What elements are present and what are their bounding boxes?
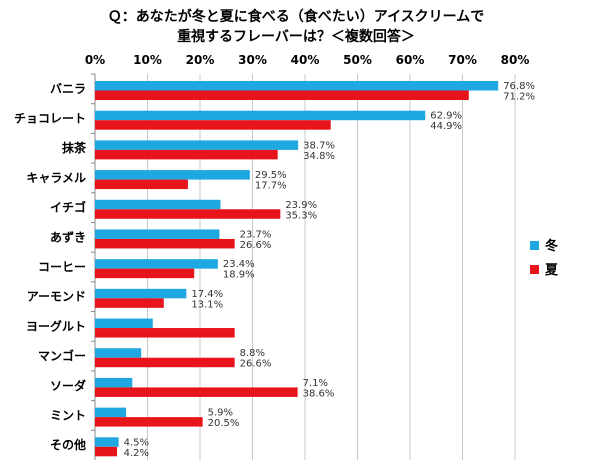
bar-winter (95, 259, 218, 269)
bar-winter (95, 288, 187, 299)
category-label: その他 (50, 437, 86, 452)
bar-summer (95, 179, 188, 190)
category-label: バニラ (50, 82, 86, 96)
data-label-winter: 5.9% (208, 408, 233, 419)
bar-winter (95, 229, 220, 239)
category-label: ミント (50, 408, 86, 422)
bar-winter (95, 199, 221, 210)
x-tick-label: 10% (133, 53, 162, 67)
data-label-winter: 23.9% (285, 200, 317, 211)
data-label-winter: 29.5% (255, 170, 287, 181)
category-label: ソーダ (50, 378, 86, 393)
data-label-summer: 4.2% (124, 448, 149, 459)
bar-summer (95, 238, 235, 249)
data-label-winter: 8.8% (240, 348, 265, 359)
x-tick-label: 40% (291, 53, 320, 67)
bar-winter (95, 81, 499, 91)
category-label: イチゴ (50, 200, 86, 215)
category-label: キャラメル (26, 171, 86, 185)
category-label: あずき (50, 229, 86, 244)
bar-winter (95, 170, 250, 180)
bar-winter (95, 377, 133, 388)
category-label: チョコレート (14, 112, 86, 126)
bar-winter (95, 348, 142, 358)
data-label-winter: 4.5% (124, 437, 149, 448)
data-label-winter: 76.8% (503, 81, 535, 92)
bar-summer (95, 149, 278, 160)
data-label-summer: 71.2% (503, 92, 535, 103)
data-label-winter: 7.1% (303, 378, 328, 389)
data-label-summer: 38.6% (303, 388, 335, 399)
legend-swatch (530, 241, 539, 250)
category-label: 抹茶 (62, 140, 87, 155)
data-label-summer: 20.5% (208, 418, 240, 429)
x-tick-label: 0% (85, 53, 105, 67)
bar-summer (95, 298, 164, 308)
legend-label: 夏 (544, 263, 559, 278)
x-tick-label: 30% (238, 53, 267, 67)
data-label-summer: 26.6% (240, 359, 272, 370)
category-label: アーモンド (27, 290, 86, 304)
x-tick-label: 20% (186, 53, 215, 67)
x-tick-label: 70% (448, 53, 477, 67)
bar-summer (95, 120, 331, 130)
data-label-summer: 35.3% (285, 210, 317, 221)
bar-summer (95, 328, 235, 338)
bar-winter (95, 437, 119, 447)
bar-winter (95, 110, 426, 121)
bar-summer (95, 90, 469, 100)
bar-winter (95, 140, 299, 150)
chart-subtitle: 重視するフレーバーは？＜複数回答＞ (177, 29, 415, 45)
bar-summer (95, 268, 195, 279)
data-label-winter: 17.4% (191, 289, 223, 300)
bar-winter (95, 407, 126, 418)
data-label-winter: 23.4% (223, 259, 255, 270)
x-tick-label: 60% (396, 53, 425, 67)
category-label: コーヒー (38, 260, 86, 274)
data-label-winter: 62.9% (430, 111, 462, 122)
bar-summer (95, 357, 235, 368)
bar-winter (95, 318, 153, 329)
data-label-winter: 23.7% (240, 229, 272, 240)
data-label-summer: 18.9% (223, 270, 255, 281)
category-label: ヨーグルト (26, 318, 86, 333)
bar-summer (95, 387, 298, 397)
data-label-summer: 34.8% (303, 151, 335, 162)
bar-summer (95, 446, 118, 457)
category-label: マンゴー (38, 348, 86, 363)
data-label-summer: 17.7% (255, 181, 287, 192)
chart-title: Ｑ：あなたが冬と夏に食べる（食べたい）アイスクリームで (107, 9, 485, 25)
data-label-summer: 44.9% (430, 121, 462, 132)
legend-swatch (530, 265, 539, 274)
bar-summer (95, 209, 281, 219)
data-label-summer: 26.6% (240, 240, 272, 251)
x-tick-label: 80% (501, 53, 530, 67)
data-label-winter: 38.7% (303, 140, 335, 151)
data-label-summer: 13.1% (191, 299, 223, 310)
legend-label: 冬 (545, 238, 558, 254)
x-tick-label: 50% (343, 53, 372, 67)
bar-summer (95, 417, 203, 427)
